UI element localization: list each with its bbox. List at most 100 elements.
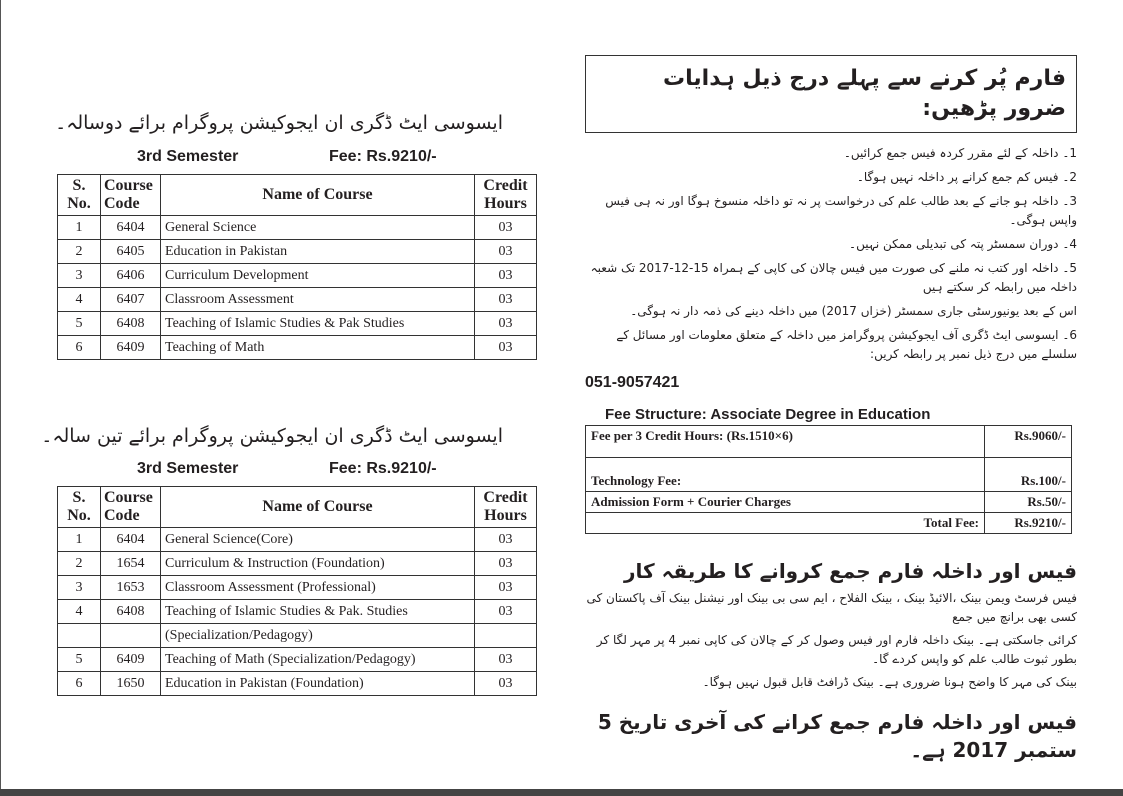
cell-code: 6407 — [100, 287, 161, 312]
header-text: Code — [104, 507, 140, 524]
cell-name: Education in Pakistan — [160, 239, 475, 264]
cell-name: (Specialization/Pedagogy) — [160, 623, 475, 648]
cell-sno: 6 — [57, 671, 101, 696]
table-row: 1 6404 General Science(Core) 03 — [57, 527, 537, 552]
cell-credit: 03 — [474, 527, 537, 552]
cell-name: Education in Pakistan (Foundation) — [160, 671, 475, 696]
payment-method-line: بینک کی مہر کا واضح ہونا ضروری ہے۔ بینک … — [702, 675, 1077, 689]
semester-label: 3rd Semester — [137, 148, 239, 165]
cell-credit: 03 — [474, 215, 537, 240]
cell-name: General Science — [160, 215, 475, 240]
cell-credit: 03 — [474, 287, 537, 312]
cell-code: 6406 — [100, 263, 161, 288]
cell-sno: 6 — [57, 335, 101, 360]
header-credit: Credit Hours — [474, 486, 537, 528]
page-bottom-bar — [0, 789, 1123, 796]
header-text: Credit — [483, 177, 528, 194]
fee-title-rest: Associate Degree in Education — [706, 406, 931, 423]
fee-label: Fee: Rs.9210/- — [329, 460, 437, 477]
instruction-item: 4۔ دوران سمسٹر پتہ کی تبدیلی ممکن نہیں۔ — [849, 237, 1077, 251]
cell-name: Curriculum & Instruction (Foundation) — [160, 551, 475, 576]
instructions-heading: فارم پُر کرنے سے پہلے درج ذیل ہدایات ضرو… — [663, 66, 1066, 121]
cell-credit: 03 — [474, 647, 537, 672]
cell-credit: 03 — [474, 575, 537, 600]
cell-code: 6409 — [100, 335, 161, 360]
instructions-list: 1۔ داخلہ کے لئے مقرر کردہ فیس جمع کرائیں… — [585, 139, 1077, 364]
header-credit: Credit Hours — [474, 174, 537, 216]
cell-code: 6404 — [100, 527, 161, 552]
instructions-heading-box: فارم پُر کرنے سے پہلے درج ذیل ہدایات ضرو… — [585, 55, 1077, 133]
header-text: No. — [67, 507, 91, 524]
cell-code: 6408 — [100, 311, 161, 336]
header-code: Course Code — [100, 486, 161, 528]
cell-code: 6404 — [100, 215, 161, 240]
fee-structure-table: Fee per 3 Credit Hours: (Rs.1510×6) Rs.90… — [585, 425, 1072, 534]
cell-credit: 03 — [474, 599, 537, 624]
deadline-notice: فیس اور داخلہ فارم جمع کرانے کی آخری تار… — [597, 710, 1077, 762]
header-sno: S. No. — [57, 486, 101, 528]
cell-code: 1653 — [100, 575, 161, 600]
cell-sno: 4 — [57, 599, 101, 624]
payment-method-heading: فیس اور داخلہ فارم جمع کروانے کا طریقہ ک… — [624, 559, 1077, 583]
table-row: 3 1653 Classroom Assessment (Professional)… — [57, 575, 537, 600]
table-header-row: S. No. Course Code Name of Course Credit Hours — [57, 486, 537, 528]
table-row-continuation: (Specialization/Pedagogy) — [57, 623, 537, 648]
table-row: 4 6408 Teaching of Islamic Studies & Pak. … — [57, 599, 537, 624]
program-three-year-heading: ایسوسی ایٹ ڈگری ان ایجوکیشن پروگرام برائ… — [41, 425, 503, 447]
payment-method-line: فیس فرسٹ ویمن بینک ،الائیڈ بینک ، بینک ا… — [586, 591, 1077, 624]
cell-code: 6405 — [100, 239, 161, 264]
payment-method-line: کرائی جاسکتی ہے۔ بینک داخلہ فارم اور فیس… — [596, 633, 1077, 666]
cell-name: Curriculum Development — [160, 263, 475, 288]
cell-credit: 03 — [474, 551, 537, 576]
empty-cell — [474, 623, 537, 648]
cell-name: Teaching of Islamic Studies & Pak. Studi… — [160, 599, 475, 624]
phone-number: 051-9057421 — [585, 374, 680, 391]
table-row: 4 6407 Classroom Assessment 03 — [57, 287, 537, 312]
fee-label: Admission Form + Courier Charges — [585, 491, 985, 513]
cell-sno: 3 — [57, 575, 101, 600]
header-text: Code — [104, 195, 140, 212]
table-row: 6 1650 Education in Pakistan (Foundation) 0… — [57, 671, 537, 696]
cell-credit: 03 — [474, 335, 537, 360]
cell-name: Teaching of Islamic Studies & Pak Studie… — [160, 311, 475, 336]
cell-credit: 03 — [474, 263, 537, 288]
header-text: Credit — [483, 489, 528, 506]
fee-label: Fee: Rs.9210/- — [329, 148, 437, 165]
cell-code: 6408 — [100, 599, 161, 624]
table-row: 3 6406 Curriculum Development 03 — [57, 263, 537, 288]
header-text: S. — [72, 177, 86, 194]
fee-amount: Rs.9060/- — [984, 425, 1072, 458]
header-text: S. — [72, 489, 86, 506]
fee-structure-title: Fee Structure: Associate Degree in Educa… — [585, 406, 1077, 423]
instruction-item: 5۔ داخلہ اور کتب نہ ملنے کی صورت میں فیس… — [590, 261, 1077, 294]
header-name: Name of Course — [160, 486, 475, 528]
instruction-item: 2۔ فیس کم جمع کرانے پر داخلہ نہیں ہوگا۔ — [856, 170, 1077, 184]
header-text: Course — [104, 177, 153, 194]
cell-sno: 2 — [57, 239, 101, 264]
instruction-item: 1۔ داخلہ کے لئے مقرر کردہ فیس جمع کرائیں… — [843, 146, 1077, 160]
cell-credit: 03 — [474, 671, 537, 696]
empty-cell — [100, 623, 161, 648]
cell-code: 1654 — [100, 551, 161, 576]
table-row: 1 6404 General Science 03 — [57, 215, 537, 240]
header-text: Hours — [484, 195, 527, 212]
cell-name: Classroom Assessment — [160, 287, 475, 312]
cell-code: 1650 — [100, 671, 161, 696]
table-row: 2 1654 Curriculum & Instruction (Foundatio… — [57, 551, 537, 576]
course-table-three-year: S. No. Course Code Name of Course Credit Hours… — [57, 486, 537, 696]
fee-label: Technology Fee: — [585, 457, 985, 492]
program-two-year-heading: ایسوسی ایٹ ڈگری ان ایجوکیشن پروگرام برائ… — [55, 112, 503, 134]
fee-label: Fee per 3 Credit Hours: (Rs.1510×6) — [585, 425, 985, 458]
semester-label: 3rd Semester — [137, 460, 239, 477]
course-table-two-year: S. No. Course Code Name of Course Credit Hours… — [57, 174, 537, 360]
table-header-row: S. No. Course Code Name of Course Credit Hours — [57, 174, 537, 216]
instruction-item: 6۔ ایسوسی ایٹ ڈگری آف ایجوکیشن پروگرامز … — [616, 328, 1077, 361]
header-code: Course Code — [100, 174, 161, 216]
table-row: 5 6409 Teaching of Math (Specialization/Pe… — [57, 647, 537, 672]
cell-sno: 5 — [57, 647, 101, 672]
fee-amount: Rs.50/- — [984, 491, 1072, 513]
fee-title-bold: Fee Structure: — [605, 406, 707, 423]
cell-sno: 1 — [57, 527, 101, 552]
instruction-item: 3۔ داخلہ ہو جانے کے بعد طالب علم کی درخو… — [605, 194, 1077, 227]
